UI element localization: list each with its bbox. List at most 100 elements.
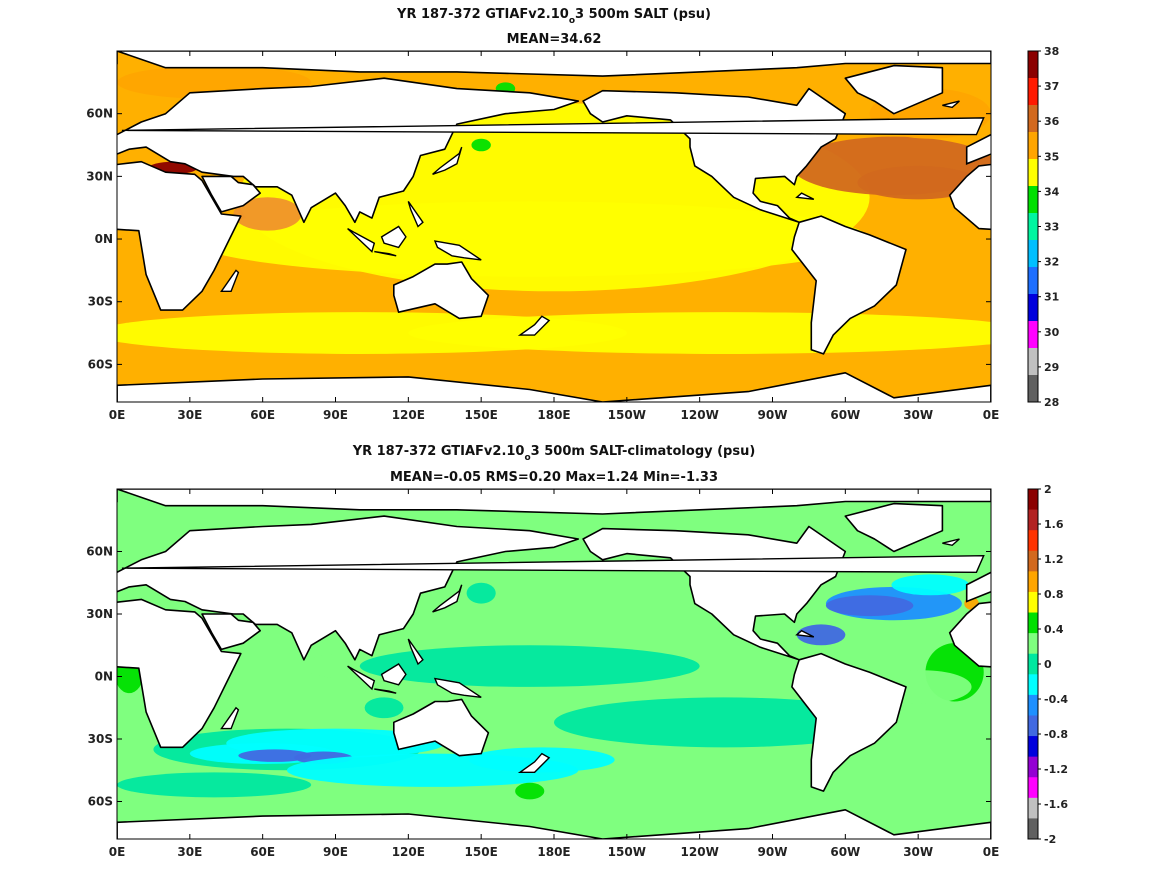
land-island: [432, 146, 463, 175]
chart-subtitle: MEAN=-0.05 RMS=0.20 Max=1.24 Min=-1.33: [390, 470, 718, 485]
colorbar-segment: [1028, 294, 1038, 322]
x-tick-label: 120W: [681, 408, 719, 422]
colorbar-segment: [1028, 736, 1038, 758]
land-island: [942, 100, 960, 109]
colorbar-tick-label: 28: [1044, 396, 1059, 409]
y-tick-label: 30N: [86, 169, 113, 183]
x-tick-label: 180E: [537, 845, 570, 859]
colorbar-segment: [1028, 674, 1038, 696]
anomaly-region: [466, 582, 496, 604]
land-island: [942, 538, 960, 547]
colorbar-tick-label: -0.4: [1044, 693, 1068, 706]
colorbar-tick-label: 33: [1044, 221, 1059, 234]
x-tick-label: 60E: [250, 408, 275, 422]
land-africa-wrap: [948, 601, 991, 668]
land-arctic_top: [117, 489, 991, 515]
x-tick-label: 60W: [830, 408, 860, 422]
land-antarctica-wrap: [117, 821, 118, 839]
land-greenland: [844, 502, 944, 553]
colorbar-tick-label: 0.4: [1044, 623, 1064, 636]
x-tick-label: 0E: [983, 408, 1000, 422]
x-tick-label: 150W: [608, 408, 646, 422]
x-tick-label: 150W: [608, 845, 646, 859]
anomaly-region: [857, 165, 979, 200]
land-island: [407, 638, 424, 666]
colorbar: 2 1.6 1.2 0.8 0.4 0 -0.4 -0.8 -1.2 -1.6 -2: [1027, 483, 1068, 846]
land-island: [795, 629, 815, 638]
x-tick-label: 30E: [177, 845, 202, 859]
y-tick-label: 60N: [86, 545, 113, 559]
x-tick-label: 30W: [903, 845, 933, 859]
land-s_america: [791, 215, 907, 355]
land-arabia: [201, 613, 262, 651]
x-tick-label: 120E: [392, 408, 425, 422]
colorbar-segment: [1028, 777, 1038, 799]
anomaly-region: [233, 197, 302, 231]
colorbar-segment: [1028, 489, 1038, 511]
colorbar-tick-label: 37: [1044, 80, 1059, 93]
y-tick-label: 30S: [88, 295, 113, 309]
x-tick-label: 120E: [392, 845, 425, 859]
colorbar-tick-label: 1.2: [1044, 553, 1064, 566]
y-tick-label: 30S: [88, 732, 113, 746]
anomaly-region: [408, 312, 991, 354]
anomaly-region: [825, 595, 914, 617]
colorbar-segment: [1028, 571, 1038, 593]
colorbar-tick-label: 32: [1044, 256, 1059, 269]
land-island: [121, 117, 985, 136]
colorbar-tick-label: -0.8: [1044, 728, 1068, 741]
anomaly-region: [471, 138, 491, 152]
colorbar-segment: [1028, 159, 1038, 187]
colorbar-segment: [1028, 756, 1038, 778]
colorbar-segment: [1028, 530, 1038, 552]
land-arabia-wrap: [1076, 176, 1134, 212]
x-tick-label: 30W: [903, 408, 933, 422]
x-tick-label: 150E: [465, 408, 498, 422]
land-eurasia: [117, 77, 580, 224]
x-tick-label: 90E: [323, 845, 348, 859]
land-island: [433, 240, 482, 261]
land-australia: [392, 261, 490, 320]
colorbar-tick-label: 1.6: [1044, 518, 1064, 531]
colorbar-segment: [1028, 797, 1038, 819]
x-tick-label: 60W: [830, 845, 860, 859]
anomaly-region: [238, 749, 312, 762]
colorbar-tick-label: -2: [1044, 833, 1056, 846]
land-s_america: [791, 652, 907, 792]
land-australia: [392, 698, 490, 757]
land-island: [407, 200, 424, 228]
colorbar-segment: [1028, 375, 1038, 403]
colorbar-segment: [1028, 240, 1038, 268]
colorbar-segment: [1028, 550, 1038, 572]
map-panel-2: YR 187-372 GTIAFv2.10o3 500m SALT-climat…: [86, 444, 1068, 859]
y-tick-label: 60N: [86, 107, 113, 121]
colorbar-segment: [1028, 694, 1038, 716]
x-tick-label: 120W: [681, 845, 719, 859]
x-tick-label: 150E: [465, 845, 498, 859]
colorbar-segment: [1028, 509, 1038, 531]
colorbar-segment: [1028, 132, 1038, 160]
land-island: [517, 315, 551, 336]
colorbar-tick-label: 36: [1044, 115, 1060, 128]
anomaly-region: [891, 574, 970, 596]
colorbar-segment: [1028, 348, 1038, 376]
colorbar-segment: [1028, 105, 1038, 133]
colorbar-segment: [1028, 78, 1038, 106]
anomaly-region: [515, 782, 545, 800]
land-eurasia-wrap: [965, 133, 991, 165]
colorbar-tick-label: 29: [1044, 361, 1059, 374]
anomaly-region: [117, 772, 312, 798]
colorbar-segment: [1028, 186, 1038, 214]
land-arctic_top-wrap: [117, 489, 118, 503]
anomaly-region: [359, 645, 700, 687]
y-tick-label: 60S: [88, 795, 113, 809]
land-island: [374, 688, 397, 694]
land-island: [517, 752, 551, 773]
land-island: [433, 677, 482, 698]
anomaly-region: [189, 201, 870, 277]
colorbar-tick-label: 2: [1044, 483, 1052, 496]
chart-subtitle: MEAN=34.62: [507, 32, 602, 47]
colorbar-segment: [1028, 633, 1038, 655]
colorbar-tick-label: 0.8: [1044, 588, 1064, 601]
